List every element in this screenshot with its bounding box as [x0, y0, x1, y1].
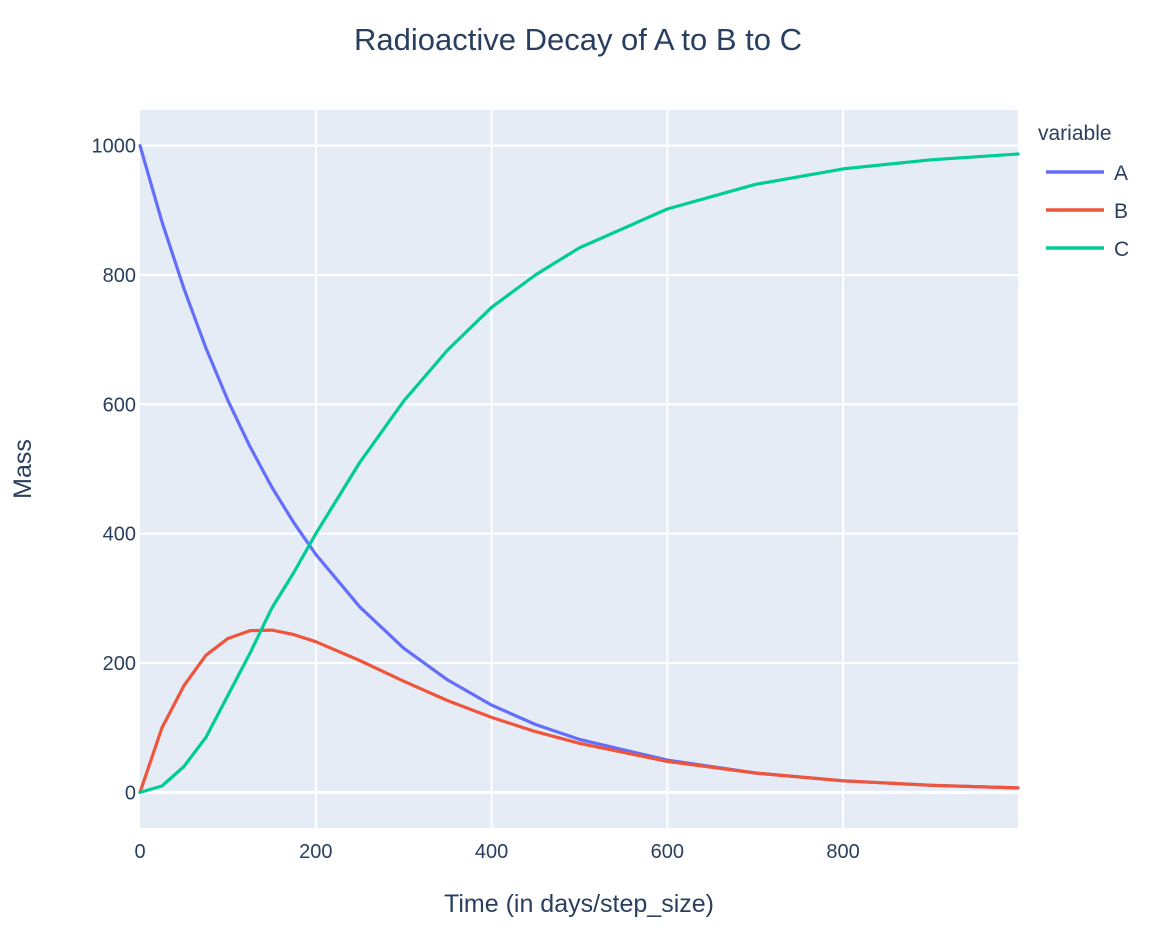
- series-line-c[interactable]: [138, 152, 1020, 795]
- x-axis-title: Time (in days/step_size): [444, 890, 714, 918]
- legend-items[interactable]: ABC: [1046, 162, 1129, 261]
- y-tick-label: 0: [125, 782, 136, 804]
- legend-title: variable: [1038, 122, 1112, 145]
- x-tick-label: 400: [475, 841, 508, 863]
- x-tick-label: 800: [826, 841, 859, 863]
- legend-item-c[interactable]: C: [1046, 238, 1129, 261]
- series-lines: [138, 144, 1020, 795]
- y-tick-label: 400: [103, 524, 136, 546]
- legend-label: C: [1114, 238, 1129, 261]
- tick-labels: 0 200 400 600 800 0 200 400 600 800 1000: [92, 136, 860, 863]
- y-tick-label: 600: [103, 394, 136, 416]
- y-tick-label: 800: [103, 265, 136, 287]
- x-tick-label: 600: [651, 841, 684, 863]
- legend-item-b[interactable]: B: [1046, 200, 1128, 223]
- x-tick-label: 200: [299, 841, 332, 863]
- chart-title: Radioactive Decay of A to B to C: [354, 22, 802, 57]
- y-tick-label: 1000: [92, 136, 137, 158]
- x-tick-label: 0: [134, 841, 145, 863]
- y-axis-title: Mass: [9, 439, 37, 499]
- legend-label: B: [1114, 200, 1128, 223]
- legend-label: A: [1114, 162, 1128, 185]
- series-line-b[interactable]: [138, 628, 1020, 795]
- plot-area: [140, 110, 1018, 828]
- legend-item-a[interactable]: A: [1046, 162, 1128, 185]
- y-tick-label: 200: [103, 653, 136, 675]
- grid-lines: [140, 110, 1018, 828]
- legend[interactable]: variable ABC: [1038, 122, 1129, 261]
